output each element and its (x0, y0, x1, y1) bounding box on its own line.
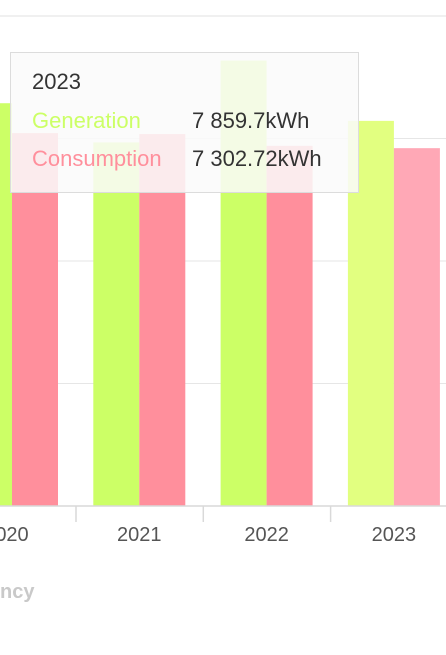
bars-group (0, 60, 440, 507)
tooltip-series-name: Consumption (32, 146, 162, 171)
bar-consumption-2020 (12, 133, 58, 507)
tooltip-row-consumption: Consumption 7 302.72kWh (32, 146, 322, 172)
bar-consumption-2022 (266, 145, 313, 506)
bar-consumption-2021 (139, 134, 186, 506)
x-tick-label: 2023 (372, 524, 417, 546)
chart-tooltip: 2023 Generation 7 859.7kWh Consumption 7 3… (10, 52, 359, 193)
bar-consumption-2023 (393, 148, 440, 506)
tooltip-row-generation: Generation 7 859.7kWh (32, 108, 309, 134)
x-axis: 020 2021 2022 2023 (0, 505, 446, 546)
bar-generation-2020 (0, 103, 12, 506)
x-tick-label: 2022 (244, 524, 289, 546)
footer-text-fragment: ncy (0, 581, 35, 603)
tooltip-series-name: Generation (32, 108, 141, 133)
tooltip-series-value: 7 859.7kWh (192, 108, 310, 133)
x-tick-label: 020 (0, 524, 29, 546)
bar-generation-2021 (93, 142, 140, 507)
tooltip-series-value: 7 302.72kWh (192, 146, 322, 171)
tooltip-title: 2023 (32, 69, 81, 94)
x-tick-label: 2021 (117, 524, 162, 546)
